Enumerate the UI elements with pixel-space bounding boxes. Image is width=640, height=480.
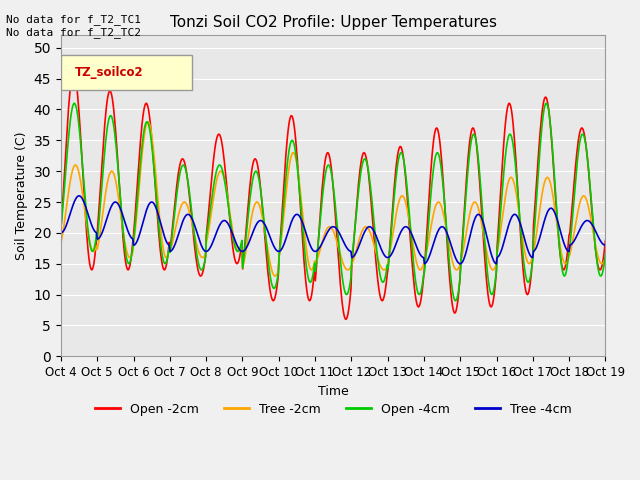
Text: No data for f_T2_TC1
No data for f_T2_TC2: No data for f_T2_TC1 No data for f_T2_TC… xyxy=(6,14,141,38)
Y-axis label: Soil Temperature (C): Soil Temperature (C) xyxy=(15,132,28,260)
Legend: Open -2cm, Tree -2cm, Open -4cm, Tree -4cm: Open -2cm, Tree -2cm, Open -4cm, Tree -4… xyxy=(90,398,576,420)
X-axis label: Time: Time xyxy=(318,384,349,397)
Title: Tonzi Soil CO2 Profile: Upper Temperatures: Tonzi Soil CO2 Profile: Upper Temperatur… xyxy=(170,15,497,30)
FancyBboxPatch shape xyxy=(61,55,191,90)
Text: TZ_soilco2: TZ_soilco2 xyxy=(74,66,143,79)
